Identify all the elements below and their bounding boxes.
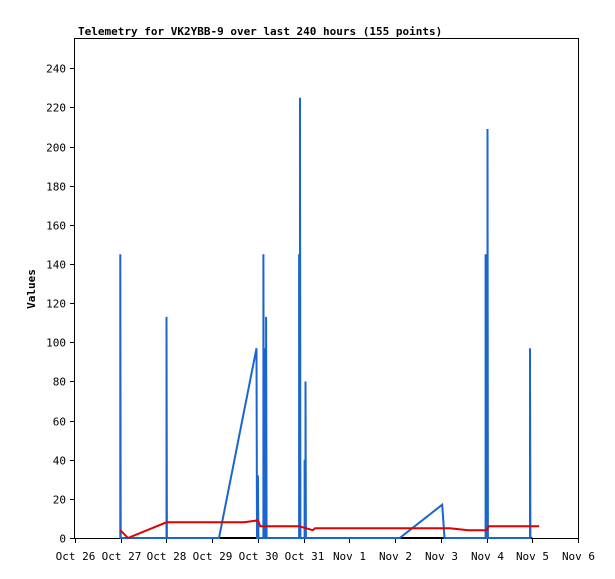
chart-title: Telemetry for VK2YBB-9 over last 240 hou…	[78, 25, 442, 38]
y-tick-label: 140	[46, 259, 66, 272]
x-tick-label: Nov 4	[471, 550, 504, 563]
x-tick-label: Nov 1	[333, 550, 366, 563]
x-tick-label: Oct 31	[285, 550, 325, 563]
x-tick-label: Oct 29	[193, 550, 233, 563]
x-tick-label: Nov 3	[425, 550, 458, 563]
y-tick-label: 120	[46, 298, 66, 311]
y-tick-label: 240	[46, 63, 66, 76]
plot-frame	[74, 38, 579, 539]
x-axis: Oct 26 Oct 27 Oct 28 Oct 29 Oct 30 Oct 31 Nov …	[56, 538, 595, 563]
y-tick-label: 180	[46, 181, 66, 194]
x-tick-label: Oct 28	[147, 550, 187, 563]
series-line-3	[119, 519, 540, 540]
x-tick-label: Nov 5	[516, 550, 549, 563]
x-tick-label: Oct 26	[56, 550, 96, 563]
y-tick-label: 80	[53, 376, 66, 389]
y-tick-label: 40	[53, 455, 66, 468]
y-tick-label: 160	[46, 220, 66, 233]
y-axis-title: Values	[25, 269, 38, 309]
x-tick-label: Nov 2	[379, 550, 412, 563]
y-tick-label: 0	[59, 533, 66, 546]
series-line-2	[119, 97, 532, 539]
series-layer	[119, 97, 540, 540]
x-tick-label: Oct 30	[239, 550, 279, 563]
x-tick-label: Oct 27	[102, 550, 142, 563]
x-tick-label: Nov 6	[562, 550, 595, 563]
y-tick-label: 200	[46, 142, 66, 155]
y-axis: 0 20 40 60 80 100 120 140 160 180 200 220 240	[46, 63, 75, 546]
y-tick-label: 100	[46, 337, 66, 350]
y-tick-label: 20	[53, 494, 66, 507]
y-tick-label: 220	[46, 102, 66, 115]
y-tick-label: 60	[53, 416, 66, 429]
